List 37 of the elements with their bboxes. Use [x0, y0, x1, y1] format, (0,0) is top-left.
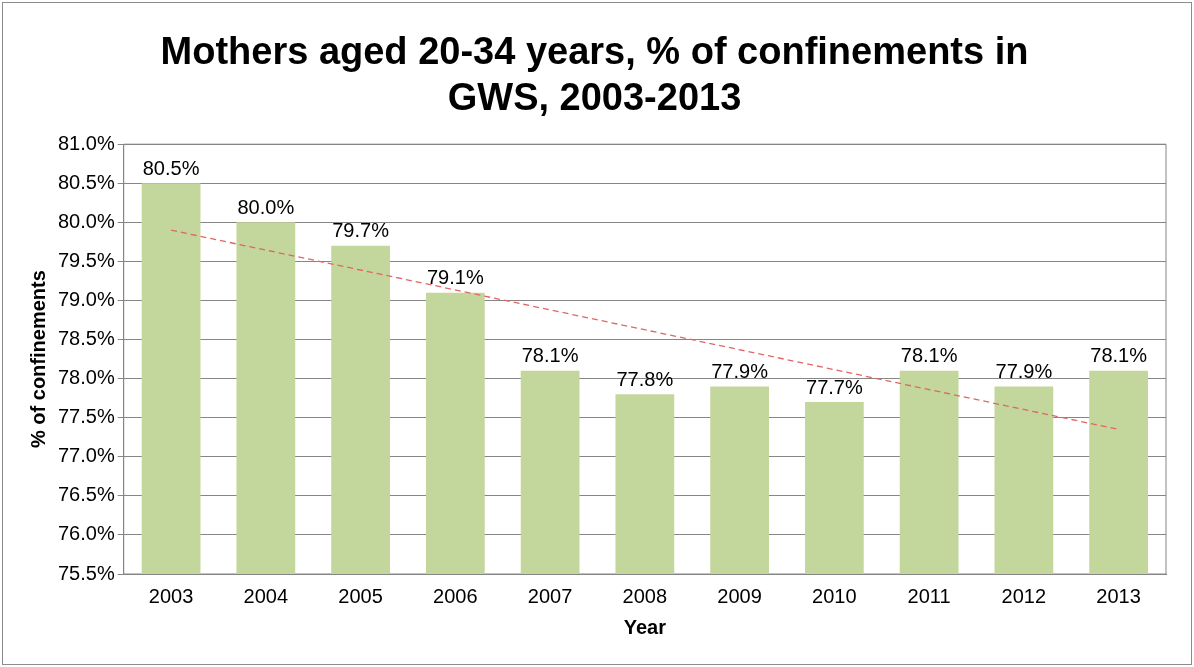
data-label: 79.7%	[332, 219, 390, 242]
x-tick-label: 2013	[1096, 584, 1141, 607]
x-tick-label: 2008	[622, 584, 668, 607]
y-axis-title: % of confinements	[26, 270, 49, 448]
data-label: 80.5%	[142, 156, 200, 179]
chart-title: Mothers aged 20-34 years, % of confinements in GWS, 2003-2013	[160, 30, 1029, 118]
data-label: 77.7%	[806, 375, 863, 398]
x-tick-label: 2005	[338, 584, 383, 607]
data-label: 78.1%	[900, 344, 958, 367]
data-label: 77.9%	[711, 359, 769, 382]
x-tick-label: 2003	[148, 584, 194, 607]
data-label: 78.1%	[521, 344, 579, 367]
y-tick-label: 78.5%	[57, 327, 115, 350]
y-tick-label: 77.5%	[57, 405, 115, 428]
y-tick-label: 79.5%	[57, 248, 115, 271]
y-tick-label: 79.0%	[57, 288, 115, 311]
x-tick-label: 2006	[433, 584, 478, 607]
y-tick-label: 75.5%	[57, 561, 115, 584]
y-tick-label: 80.5%	[57, 170, 115, 193]
x-tick-label: 2011	[907, 584, 951, 607]
data-label: 77.8%	[616, 367, 674, 390]
data-label: 78.1%	[1090, 344, 1148, 367]
y-tick-label: 78.0%	[57, 366, 115, 389]
x-tick-label: 2010	[812, 584, 857, 607]
data-label: 79.1%	[426, 266, 484, 289]
y-tick-label: 76.5%	[57, 483, 115, 506]
y-tick-label: 81.0%	[57, 131, 115, 154]
x-tick-label: 2004	[243, 584, 289, 607]
y-tick-label: 80.0%	[57, 209, 115, 232]
data-label: 80.0%	[237, 195, 295, 218]
x-tick-label: 2007	[527, 584, 573, 607]
y-tick-label: 77.0%	[57, 444, 115, 467]
x-axis-title: Year	[623, 615, 667, 638]
x-tick-label: 2012	[1001, 584, 1047, 607]
x-tick-label: 2009	[717, 584, 762, 607]
data-label: 77.9%	[995, 359, 1053, 382]
y-tick-label: 76.0%	[57, 522, 115, 545]
